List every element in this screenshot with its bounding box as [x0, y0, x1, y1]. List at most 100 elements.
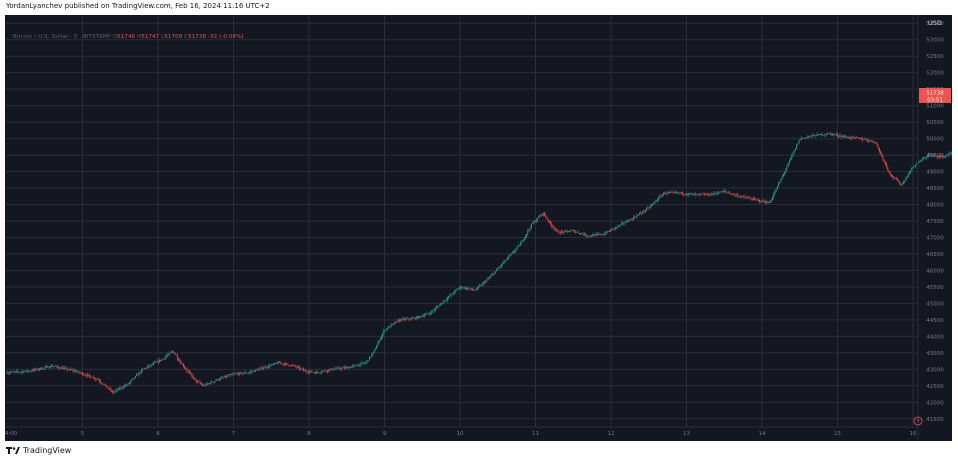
candle-body [595, 234, 597, 235]
candle-body [504, 259, 506, 262]
candle-body [756, 199, 758, 201]
candle-body [218, 379, 220, 381]
candle-body [823, 134, 825, 136]
candle-body [155, 362, 157, 363]
candle-body [257, 369, 259, 371]
candle-body [938, 156, 940, 158]
candle-body [691, 193, 693, 195]
candle-body [784, 172, 786, 175]
candle-body [197, 381, 199, 383]
candle-body [73, 370, 75, 372]
candle-body [67, 369, 69, 371]
candle-body [316, 372, 318, 374]
candle-body [341, 367, 343, 370]
candle-body [758, 199, 760, 202]
candle-body [289, 365, 291, 367]
candle-body [563, 231, 565, 233]
candle-body [829, 133, 831, 134]
candle-body [803, 137, 805, 139]
candle-body [143, 368, 145, 370]
candle-body [306, 371, 308, 373]
candle-body [526, 233, 528, 236]
candle-body [37, 369, 39, 371]
candle-body [520, 243, 522, 246]
candle-body [178, 358, 180, 361]
candle-body [934, 155, 936, 156]
candle-body [440, 302, 442, 305]
candle-body [588, 235, 590, 237]
candle-body [707, 193, 709, 195]
candle-body [151, 364, 153, 366]
candle-body [944, 155, 946, 157]
candle-body [378, 340, 380, 344]
candle-body [292, 365, 294, 366]
candle-body [845, 136, 847, 138]
candle-body [929, 154, 931, 156]
candle-body [62, 368, 64, 369]
candle-body [787, 162, 789, 167]
candle-body [710, 193, 712, 196]
candle-body [702, 193, 704, 195]
candle-body [589, 235, 591, 237]
candle-body [667, 192, 669, 193]
candle-body [463, 287, 465, 289]
candle-body [157, 361, 159, 363]
candle-body [692, 193, 694, 195]
candle-body [583, 233, 585, 235]
candle-body [323, 370, 325, 372]
candle-body [776, 186, 778, 190]
candle-body [329, 369, 331, 371]
candle-body [923, 158, 925, 159]
candle-body [942, 155, 944, 158]
candle-body [58, 367, 60, 368]
candle-body [565, 230, 567, 232]
candle-body [852, 136, 854, 138]
candle-body [946, 155, 948, 157]
candle-body [828, 133, 830, 134]
candle-body [610, 230, 612, 232]
candle-body [636, 215, 638, 218]
candle-body [694, 193, 696, 195]
candle-body [846, 137, 848, 138]
chart-panel[interactable]: 5350053000525005200051500510005050050000… [5, 15, 952, 441]
candle-body [307, 372, 309, 373]
candle-body [92, 377, 94, 379]
candle-body [317, 372, 319, 373]
price-tick-label: 52000 [926, 71, 944, 77]
candle-body [377, 343, 379, 347]
candle-body [122, 387, 124, 388]
candle-body [870, 140, 872, 141]
candle-body [109, 388, 111, 391]
candle-body [780, 178, 782, 182]
candle-body [426, 313, 428, 315]
candle-body [653, 202, 655, 204]
candle-body [22, 371, 24, 372]
candle-body [371, 354, 373, 357]
candle-body [836, 134, 838, 136]
chart-svg[interactable]: 5350053000525005200051500510005050050000… [5, 15, 952, 441]
candle-body [811, 134, 813, 137]
candle-body [43, 367, 45, 369]
candle-body [785, 169, 787, 173]
candle-body [690, 193, 692, 195]
price-tick-label: 48000 [926, 203, 944, 209]
candle-body [144, 367, 146, 369]
candle-body [454, 290, 456, 294]
candle-body [277, 361, 279, 364]
candle-body [676, 192, 678, 193]
candle-body [227, 375, 229, 377]
candle-body [833, 133, 835, 135]
gear-icon[interactable] [913, 416, 923, 426]
candle-body [809, 135, 811, 137]
candle-body [839, 135, 841, 137]
candle-body [862, 138, 864, 140]
candle-body [661, 194, 663, 197]
candle-body [44, 366, 46, 368]
candle-body [599, 233, 601, 235]
candle-body [217, 379, 219, 381]
candle-body [800, 138, 802, 139]
candle-body [258, 368, 260, 371]
candle-body [172, 351, 174, 353]
candle-body [40, 368, 42, 370]
candle-body [930, 154, 932, 156]
